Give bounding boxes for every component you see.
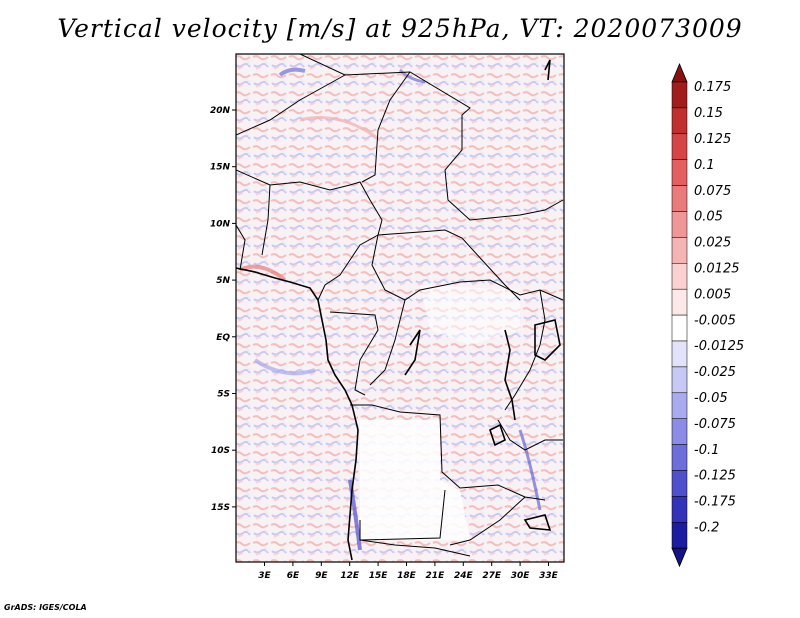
lon-tick-label: 3E <box>258 571 271 581</box>
colorbar-swatch <box>671 418 688 445</box>
colorbar-label: -0.025 <box>694 365 736 380</box>
latitude-axis: 20N 15N 10N 5N EQ 5S 10S 15S <box>210 106 236 513</box>
lon-tick-label: 24E <box>454 571 474 581</box>
lat-tick-label: 10S <box>211 446 230 456</box>
colorbar-swatch <box>671 470 688 497</box>
lat-tick-label: 15N <box>210 163 231 173</box>
colorbar-label: -0.175 <box>694 495 736 510</box>
colorbar-label: 0.175 <box>694 80 731 95</box>
colorbar-swatch <box>671 288 688 316</box>
colorbar-label: -0.075 <box>694 417 736 432</box>
colorbar-label: 0.005 <box>694 287 731 302</box>
lat-tick-label: 5S <box>217 390 230 400</box>
colorbar-bottom-arrow <box>671 547 688 568</box>
colorbar-label: 0.15 <box>694 106 723 121</box>
country-borders <box>236 54 564 557</box>
colorbar-swatch <box>671 211 688 238</box>
lat-tick-label: EQ <box>216 333 230 343</box>
colorbar-swatch <box>671 366 688 394</box>
colorbar-swatch <box>671 522 688 549</box>
lon-tick-label: 33E <box>539 571 559 581</box>
colorbar-swatch <box>671 81 688 109</box>
longitude-axis: 3E 6E 9E 12E 15E 18E 21E 24E 27E 30E 33E <box>258 562 559 581</box>
colorbar-label: 0.05 <box>694 210 723 225</box>
lon-tick-label: 18E <box>397 571 417 581</box>
lon-tick-label: 27E <box>482 571 502 581</box>
page-title: Vertical velocity [m/s] at 925hPa, VT: 2… <box>57 14 743 43</box>
colorbar-swatch <box>671 107 688 135</box>
colorbar-swatch <box>671 263 688 290</box>
colorbar-swatch <box>671 314 688 342</box>
colorbar-swatch <box>671 133 688 160</box>
colorbar-label: 0.025 <box>694 236 731 251</box>
colorbar-label: -0.125 <box>694 469 736 484</box>
lon-tick-label: 6E <box>287 571 300 581</box>
lon-tick-label: 21E <box>426 571 446 581</box>
lat-tick-label: 5N <box>216 276 230 286</box>
map-field <box>236 54 564 562</box>
colorbar-label: 0.1 <box>694 158 715 173</box>
colorbar-label: -0.1 <box>694 443 719 458</box>
colorbar-label: 0.125 <box>694 132 731 147</box>
lat-tick-label: 20N <box>210 106 231 116</box>
colorbar-swatch <box>671 159 688 186</box>
lat-tick-label: 15S <box>211 503 230 513</box>
lon-tick-label: 9E <box>315 571 328 581</box>
lon-tick-label: 12E <box>340 571 360 581</box>
colorbar-label: 0.075 <box>694 184 731 199</box>
credit-text: GrADS: IGES/COLA <box>4 603 87 612</box>
colorbar-swatch <box>671 444 688 471</box>
colorbar-swatch <box>671 237 688 264</box>
coastline <box>236 59 561 561</box>
colorbar-label: -0.0125 <box>694 339 744 354</box>
colorbar-label: 0.0125 <box>694 261 740 276</box>
lat-tick-label: 10N <box>210 219 231 229</box>
lon-tick-label: 30E <box>511 571 531 581</box>
colorbar-label: -0.2 <box>694 520 719 535</box>
colorbar-swatch <box>671 185 688 212</box>
lon-tick-label: 15E <box>369 571 389 581</box>
map-frame <box>235 53 565 563</box>
colorbar: 0.175 0.15 0.125 0.1 0.075 0.05 0.025 0.0125 0.0… <box>671 62 744 568</box>
colorbar-label: -0.005 <box>694 313 736 328</box>
colorbar-label: -0.05 <box>694 391 728 406</box>
colorbar-swatch <box>671 340 688 368</box>
colorbar-swatch <box>671 496 688 523</box>
colorbar-top-arrow <box>671 62 688 83</box>
colorbar-swatch <box>671 392 688 419</box>
